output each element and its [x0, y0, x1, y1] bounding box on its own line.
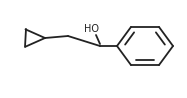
- Text: HO: HO: [85, 24, 99, 34]
